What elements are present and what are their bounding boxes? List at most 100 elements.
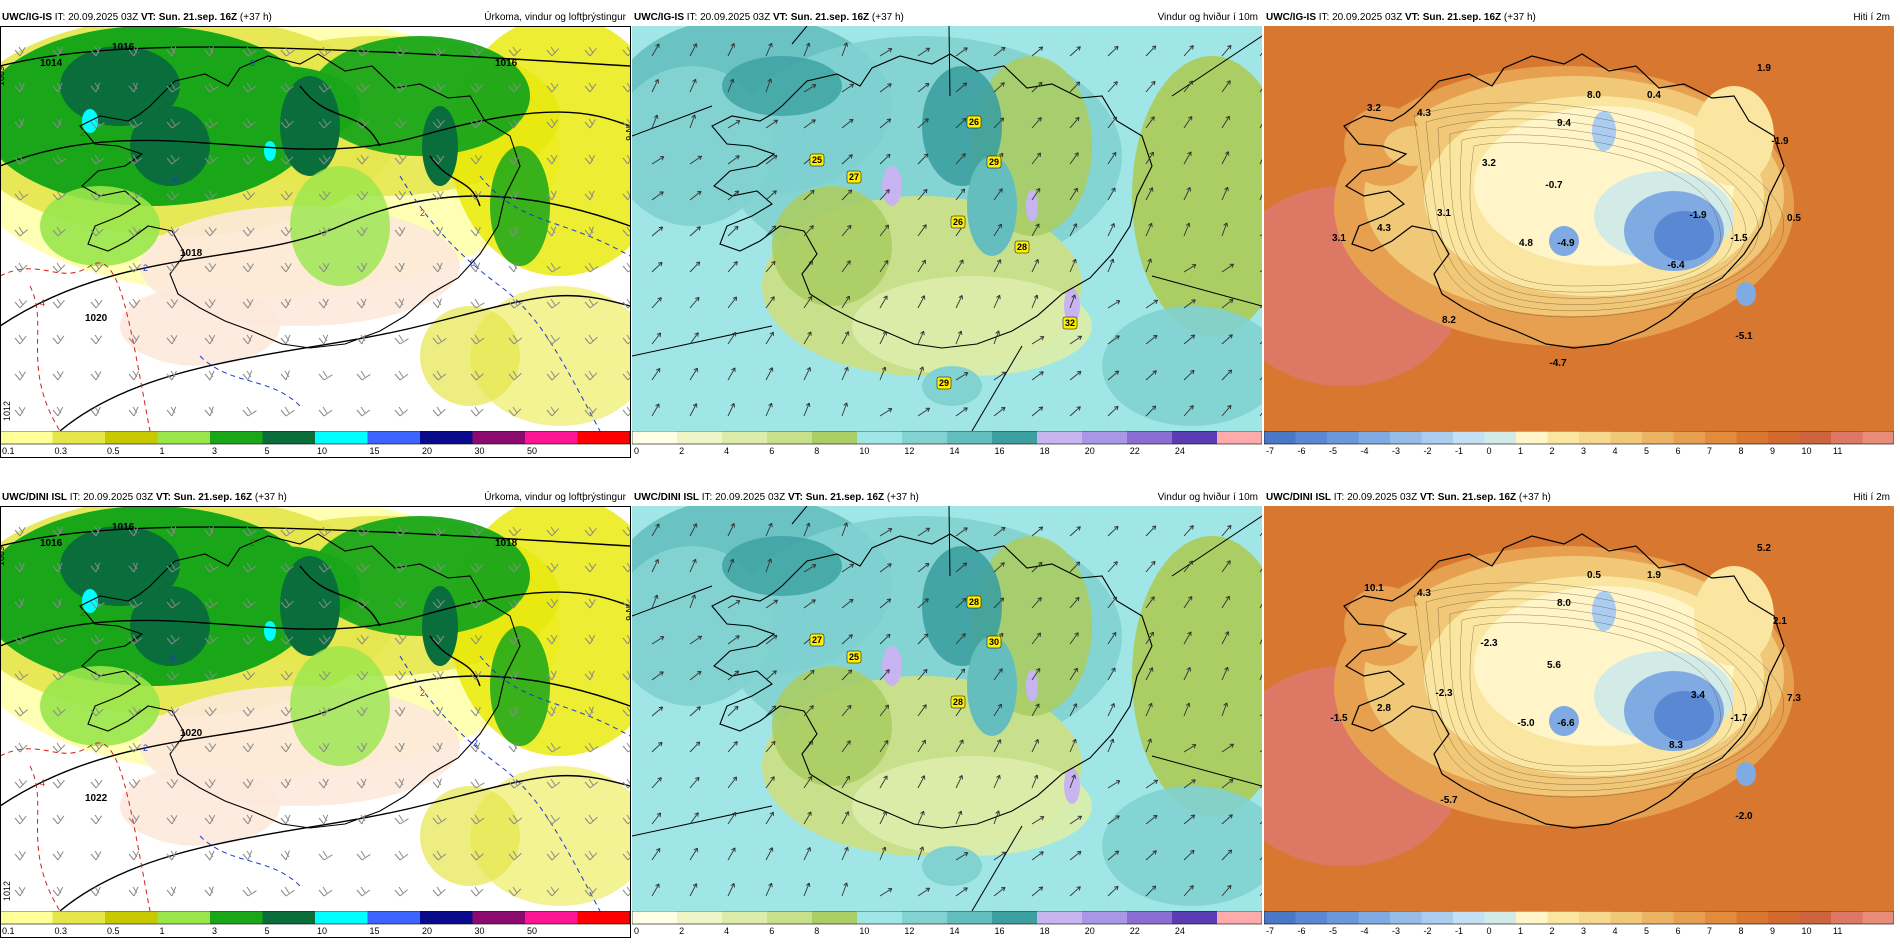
colorbar-tick: 2 [679,446,684,456]
colorbar-tick: -3 [1392,926,1400,936]
isotherm-label: -2 [170,173,178,183]
map-panel-p4: UWC/DINI ISL IT: 20.09.2025 03Z VT: Sun.… [0,490,631,938]
gust-label: 25 [846,650,862,664]
colorbar-swatch [1579,431,1611,444]
colorbar-tick: -5 [1329,446,1337,456]
coastline [79,533,521,829]
pressure-label: 1016 [112,42,135,53]
map-panel-p1: UWC/IG-IS IT: 20.09.2025 03Z VT: Sun. 21… [0,10,631,458]
temperature-label: 1.9 [1757,63,1771,74]
pressure-label: 1016 [112,522,135,533]
colorbar-tick: 10 [317,926,327,936]
colorbar-tick: 10 [859,926,869,936]
colorbar-tick: 24 [1175,926,1185,936]
colorbar-swatch [1547,431,1580,444]
map-area[interactable]: 10.1 4.3 8.0 0.5 1.9 5.2 2.1 -2.3 5.6 -2.3 3.4 7.3 2… [1264,506,1894,911]
svg-text:28: 28 [1017,242,1027,252]
svg-text:32: 32 [1065,318,1075,328]
gust-label: 28 [1014,240,1030,254]
colorbar-swatch [722,911,768,924]
temperature-label: -2.3 [1480,638,1498,649]
map-area[interactable]: 27 25 28 30 28 [632,506,1262,911]
pressure-label: 1018 [180,248,203,259]
colorbar-swatch [1127,431,1173,444]
colorbar-swatch [947,431,993,444]
temperature-label: 8.0 [1587,90,1601,101]
it-label: IT: [69,492,81,503]
temperature-label: -1.5 [1730,233,1748,244]
svg-text:30: 30 [989,637,999,647]
colorbar-tick: -1 [1455,446,1463,456]
colorbar-tick: 11 [1833,926,1842,936]
colorbar-tick: 0 [634,926,639,936]
map-area[interactable]: 1009 1012 Nº6 1016 1016 1018 1020 1022 2 2 0 -2 4 2 -2 [0,506,630,911]
colorbar-swatch [1799,911,1832,924]
isotherm-label: 2 [80,128,85,138]
colorbar-swatch [1484,431,1517,444]
colorbar-swatch [1037,911,1083,924]
isotherm-label: 2 [420,208,425,218]
colorbar-tick: -2 [1424,926,1432,936]
colorbar-tick: 30 [475,926,485,936]
vt-label: VT: [1404,12,1420,23]
colorbar-swatch [1327,431,1359,444]
map-area[interactable]: 1009 1012 Nº6 1014 1016 1016 1018 1020 2 0 -2 -2 4 2 0 [0,26,630,431]
colorbar-tick: 3 [1581,926,1586,936]
gust-label: 27 [846,170,862,184]
panel-header: UWC/IG-IS IT: 20.09.2025 03Z VT: Sun. 21… [632,10,1262,26]
colorbar-swatch [1516,431,1548,444]
colorbar-swatch [1295,911,1328,924]
colorbar-tick: 11 [1833,446,1842,456]
init-time: 20.09.2025 03Z [700,12,771,23]
colorbar-swatch [1082,431,1128,444]
colorbar-swatch [157,911,211,924]
colorbar-swatch [1768,431,1800,444]
temperature-label: -6.6 [1557,718,1575,729]
isotherm-label: 0 [170,653,175,663]
colorbar-container: 0 2 4 6 8 10 12 14 16 18 20 22 24 [631,430,1263,457]
model-name: UWC/IG-IS [2,12,52,23]
colorbar-swatch [420,911,473,924]
panel-title: Úrkoma, vindur og loftþrýstingur [484,12,626,23]
isotherm-label: -2 [470,738,478,748]
colorbar-tick: 16 [995,926,1005,936]
colorbar-tick: 16 [995,446,1005,456]
isotherm-label: -2 [140,263,148,273]
colorbar-swatch [1127,911,1173,924]
map-area[interactable]: 25 27 26 29 26 28 32 29 [632,26,1262,431]
colorbar: 0.1 0.3 0.5 1 3 5 10 15 20 30 50 [0,430,631,456]
lead-time: (+37 h) [871,12,904,23]
gust-label: 28 [950,695,966,709]
colorbar-swatch [525,911,578,924]
map-area[interactable]: 3.2 4.3 9.4 8.0 0.4 1.9 -1.9 3.2 -0.7 3.1 -1.9 0.5 4… [1264,26,1894,431]
colorbar-tick: 10 [317,446,327,456]
lead-time: (+37 h) [1503,12,1536,23]
colorbar-tick: 9 [1770,446,1775,456]
colorbar-tick: -6 [1298,926,1306,936]
colorbar-swatch [1172,431,1218,444]
colorbar-tick: 8 [814,446,819,456]
colorbar-tick: 5 [1644,926,1649,936]
colorbar-tick: 1 [160,446,165,456]
temperature-label: 3.2 [1367,103,1381,114]
pressure-label: 1016 [40,538,63,549]
colorbar-swatch [1736,911,1769,924]
colorbar-tick: 20 [1085,446,1095,456]
colorbar-swatch [1421,431,1454,444]
colorbar-swatch [632,911,678,924]
colorbar-swatch [1862,431,1895,444]
panel-title: Vindur og hviður í 10m [1157,492,1258,503]
colorbar-tick: 10 [1802,926,1812,936]
isotherm-label: 4 [40,778,45,788]
colorbar-swatch [577,431,631,444]
temperature-label: 4.3 [1417,108,1431,119]
isotherm-label: -2 [140,743,148,753]
colorbar-swatch [262,431,316,444]
colorbar-tick: 22 [1130,446,1140,456]
colorbar-tick: 18 [1040,446,1050,456]
coastline [711,53,1153,349]
field-blobs [632,26,1262,426]
colorbar-swatch [677,431,723,444]
colorbar-swatch [1390,431,1422,444]
colorbar-tick: 1 [1518,926,1523,936]
